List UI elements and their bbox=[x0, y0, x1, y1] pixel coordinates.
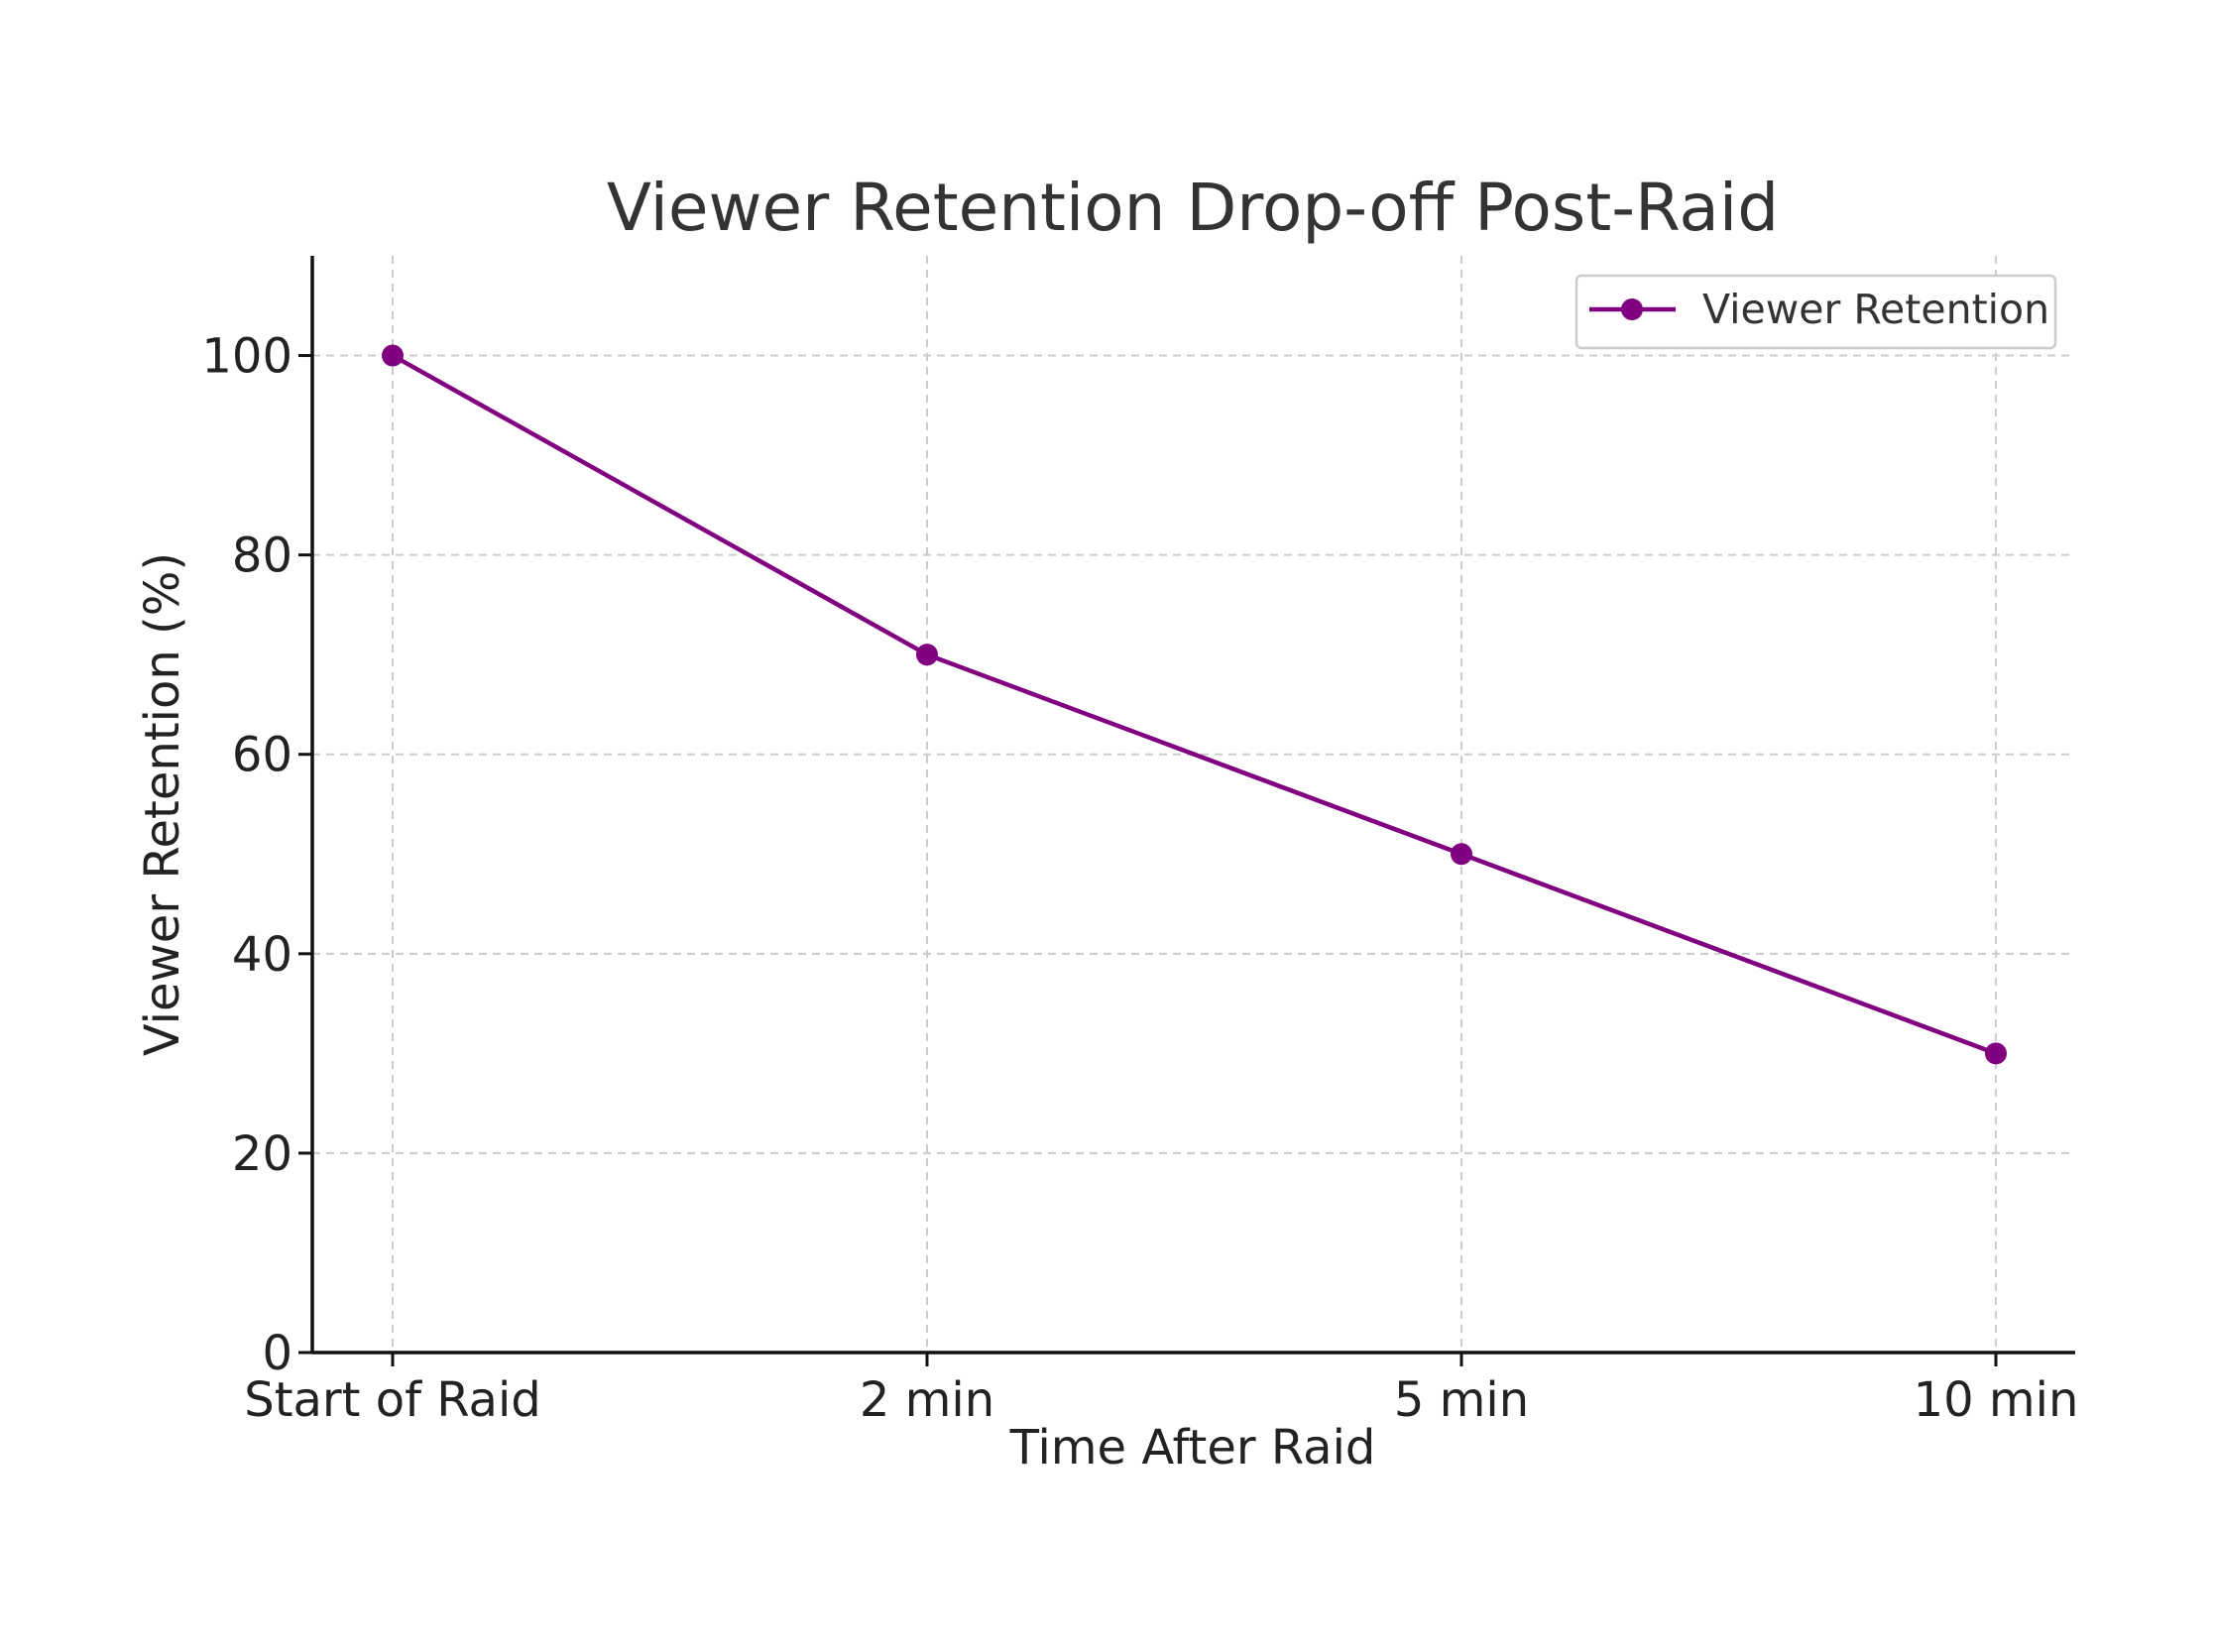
x-tick-label: 5 min bbox=[1394, 1372, 1529, 1428]
legend-marker-swatch bbox=[1621, 298, 1643, 320]
data-point bbox=[916, 644, 938, 666]
y-axis-ticks: 0 20 40 60 80 100 bbox=[201, 329, 312, 1381]
y-tick-label: 20 bbox=[232, 1126, 292, 1182]
y-tick-label: 40 bbox=[232, 927, 292, 983]
legend-box bbox=[1574, 274, 2057, 350]
series-line bbox=[391, 353, 1997, 1056]
x-tick-label: Start of Raid bbox=[244, 1372, 541, 1428]
chart-title: Viewer Retention Drop-off Post-Raid bbox=[607, 170, 1779, 246]
grid-lines bbox=[312, 256, 2075, 1353]
data-point bbox=[1451, 843, 1472, 866]
y-tick-label: 100 bbox=[201, 329, 292, 385]
y-tick-label: 60 bbox=[232, 728, 292, 783]
series-layer bbox=[382, 344, 2007, 1065]
y-tick-label: 80 bbox=[232, 529, 292, 584]
y-tick-label: 0 bbox=[262, 1326, 292, 1381]
x-axis-ticks: Start of Raid 2 min 5 min 10 min bbox=[244, 1353, 2078, 1428]
x-axis-label: Time After Raid bbox=[1009, 1420, 1376, 1475]
data-point bbox=[382, 344, 404, 367]
legend-label: Viewer Retention bbox=[1702, 286, 2049, 333]
y-axis-label: Viewer Retention (%) bbox=[135, 552, 190, 1056]
data-point bbox=[1985, 1042, 2007, 1065]
legend: Viewer Retention bbox=[1574, 274, 2057, 350]
x-tick-label: 2 min bbox=[860, 1372, 994, 1428]
x-tick-label: 10 min bbox=[1914, 1372, 2079, 1428]
axes bbox=[310, 256, 2075, 1355]
